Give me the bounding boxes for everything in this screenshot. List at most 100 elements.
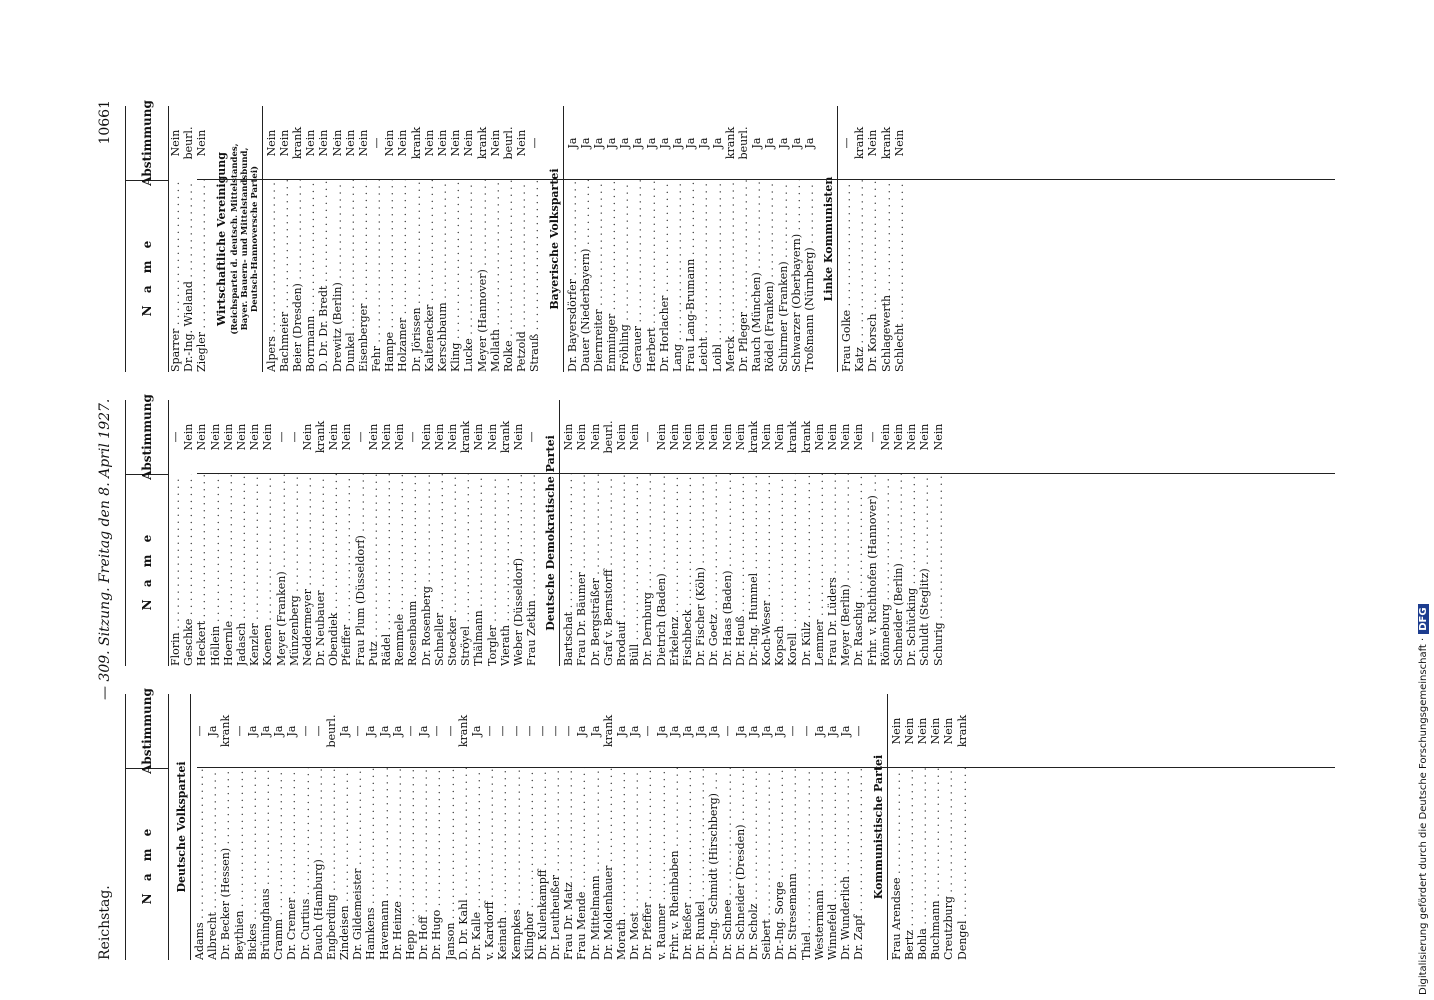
member-row: Vierath krank (499, 400, 512, 666)
member-name: Florin (169, 474, 182, 666)
member-row: Frau Golke — (840, 106, 853, 373)
member-name: Lang (671, 180, 684, 372)
member-row: Frau Dr. Bäumer Nein (575, 400, 588, 666)
member-row: Dauer (Niederbayern) Ja (579, 106, 592, 372)
member-row: Dr. Pfeffer — (641, 694, 654, 961)
member-name: Kenzler (248, 474, 261, 666)
member-row: Jadasch Nein (235, 400, 248, 666)
member-row: Creutzburg Nein (942, 694, 955, 960)
member-vote: Nein (396, 129, 410, 157)
member-row: Sparrer Nein (169, 106, 182, 372)
member-vote: Nein (366, 423, 380, 451)
member-name: Dunkel (344, 180, 357, 372)
member-row: Dr. Most Ja (628, 694, 641, 960)
member-row: Dr. Bergsträßer Nein (589, 400, 602, 666)
member-row: Kling Nein (449, 106, 462, 372)
member-name: Korell (786, 474, 799, 666)
member-name: Schuldt (Steglitz) (918, 474, 931, 666)
member-name: v. Kardorff (483, 768, 496, 960)
member-vote: — (865, 431, 879, 443)
member-row: Brodauf Nein (615, 400, 628, 666)
member-name: Dr. Cremer (285, 768, 298, 960)
member-vote: Nein (628, 423, 642, 451)
member-row: Kerschbaum Nein (436, 106, 449, 372)
member-vote: Nein (773, 423, 787, 451)
member-vote: — (799, 725, 813, 737)
member-name: Dr. Horlacher (658, 180, 671, 372)
member-row: Westermann Ja (813, 694, 826, 960)
member-name: Weber (Düsseldorf) (512, 474, 525, 666)
member-vote: — (483, 725, 497, 737)
member-vote: — (298, 725, 312, 737)
member-vote: Ja (667, 725, 681, 737)
section-rule (190, 694, 191, 960)
member-vote: krank (853, 126, 867, 160)
member-name: Hepp (404, 768, 417, 960)
member-row: Herbert Ja (645, 106, 658, 372)
member-vote: Nein (327, 423, 341, 451)
member-vote: Nein (340, 423, 354, 451)
member-row: Kaltenecker Nein (423, 106, 436, 372)
member-name: Dr. Gildemeister (351, 768, 364, 960)
member-vote: Nein (615, 423, 628, 451)
member-row: Cramm Ja (272, 694, 285, 960)
member-name: Torgler (486, 474, 499, 666)
member-row: D. Dr. Kahl krank (457, 694, 470, 960)
member-name: Dr. Runkel (694, 768, 707, 960)
member-vote: — (535, 725, 549, 737)
member-row: Meyer (Franken) — (275, 400, 288, 667)
member-vote: Ja (680, 725, 694, 737)
member-vote: Nein (343, 129, 357, 157)
member-name: Dr. Zapf (852, 768, 865, 960)
member-name: Mollath (489, 180, 502, 372)
member-row: Dr.-Ing. Wieland beurl. (182, 106, 195, 372)
column-header: N a m e Abstimmung (125, 100, 169, 372)
name-header: N a m e (140, 824, 154, 905)
member-name: Bachmeier (278, 180, 291, 372)
member-name: Dr. Becker (Hessen) (219, 768, 232, 960)
member-name: Dr. Dernburg (641, 474, 654, 666)
member-name: Westermann (813, 768, 826, 960)
member-row: Engberding beurl. (325, 694, 338, 960)
member-vote: Nein (449, 129, 463, 157)
member-row: Rädel Nein (380, 400, 393, 666)
member-row: Frau Lang-Brumann Ja (684, 106, 697, 372)
running-header: Reichstag. — 309. Sitzung. Freitag den 8… (95, 100, 117, 960)
member-vote: — (525, 431, 539, 443)
member-vote: Ja (628, 725, 642, 737)
section-rule (562, 106, 564, 372)
member-row: Dr. Becker (Hessen) krank (219, 694, 232, 960)
page-number: 10661 (97, 100, 113, 145)
member-row: Höllein Nein (209, 400, 222, 666)
member-name: Rädel (380, 474, 393, 666)
member-vote: — (720, 725, 734, 737)
member-name: Graf v. Bernstorff (602, 474, 615, 666)
member-vote: Nein (760, 423, 774, 451)
member-name: Dr. Hoff (417, 768, 430, 960)
member-name: Schurig (932, 474, 945, 666)
member-name: Dr. Fischer (Köln) (694, 474, 707, 666)
member-row: Dr. Dernburg — (641, 400, 654, 667)
section-rule (886, 694, 888, 960)
member-row: Bartschat Nein (562, 400, 575, 666)
member-row: Weber (Düsseldorf) Nein (512, 400, 525, 666)
name-header: N a m e (140, 530, 154, 611)
member-vote: — (522, 725, 536, 737)
member-vote: krank (498, 420, 512, 454)
member-name: Frhr. v. Rheinbaben (668, 768, 681, 960)
member-vote: Ja (417, 725, 431, 737)
member-row: Bohla Nein (916, 694, 929, 960)
member-row: Dr. Heuß Nein (734, 400, 747, 666)
member-row: Neddermeyer Nein (301, 400, 314, 666)
member-vote: Nein (511, 423, 525, 451)
member-name: Hamkens (364, 768, 377, 961)
member-vote: Nein (488, 129, 502, 157)
member-row: Schirmer (Franken) Ja (777, 106, 790, 372)
member-row: Dr. Schücking Nein (905, 400, 918, 666)
member-row: Dr. Fischer (Köln) Nein (694, 400, 707, 666)
member-row: Dr.-Ing. Schmidt (Hirschberg) Ja (707, 694, 720, 960)
member-name: Obendiek (327, 474, 340, 666)
member-vote: Nein (915, 717, 929, 745)
member-row: Rönneburg Nein (879, 400, 892, 666)
member-vote: beurl. (501, 126, 515, 160)
